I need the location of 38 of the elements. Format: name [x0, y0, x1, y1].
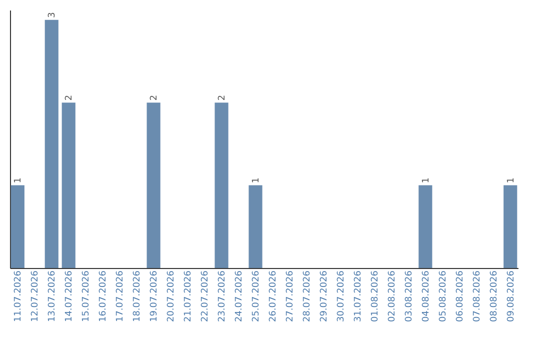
x-tick-label: 15.07.2026 [82, 270, 92, 322]
x-tick-label: 04.08.2026 [421, 270, 432, 322]
x-tick-label: 28.07.2026 [302, 270, 312, 322]
x-tick-label: 20.07.2026 [166, 270, 177, 322]
x-tick-label: 26.07.2026 [268, 270, 278, 322]
x-tick-label: 17.07.2026 [116, 270, 126, 322]
x-tick-label: 29.07.2026 [319, 270, 330, 322]
data-label: 1 [14, 178, 24, 184]
data-label: 3 [48, 12, 58, 18]
x-tick-label: 13.07.2026 [48, 270, 58, 322]
data-label: 1 [421, 178, 432, 184]
data-label: 1 [252, 178, 262, 184]
data-label: 2 [150, 94, 160, 101]
x-tick-label: 14.07.2026 [64, 270, 75, 322]
x-tick-label: 31.07.2026 [353, 270, 364, 322]
data-label: 1 [506, 178, 516, 184]
x-tick-label: 24.07.2026 [234, 270, 245, 322]
x-tick-label: 23.07.2026 [218, 270, 228, 322]
x-tick-label: 02.08.2026 [387, 270, 398, 322]
x-tick-label: 12.07.2026 [30, 270, 41, 322]
x-tick-label: 05.08.2026 [438, 270, 448, 322]
x-tick-label: 30.07.2026 [336, 270, 346, 322]
x-tick-label: 18.07.2026 [132, 270, 143, 322]
x-tick-label: 07.08.2026 [472, 270, 482, 322]
x-tick-label: 09.08.2026 [506, 270, 516, 322]
x-tick-label: 22.07.2026 [200, 270, 211, 322]
data-label: 2 [64, 94, 75, 101]
x-tick-label: 06.08.2026 [455, 270, 466, 322]
x-tick-label: 11.07.2026 [14, 270, 24, 322]
data-label: 2 [218, 94, 228, 101]
x-tick-label: 03.08.2026 [404, 270, 414, 322]
x-tick-label: 25.07.2026 [252, 270, 262, 322]
x-tick-label: 08.08.2026 [489, 270, 500, 322]
x-tick-label: 19.07.2026 [150, 270, 160, 322]
x-tick-label: 01.08.2026 [370, 270, 380, 322]
x-tick-label: 16.07.2026 [98, 270, 109, 322]
x-tick-label: 21.07.2026 [184, 270, 194, 322]
x-tick-label: 27.07.2026 [285, 270, 296, 322]
